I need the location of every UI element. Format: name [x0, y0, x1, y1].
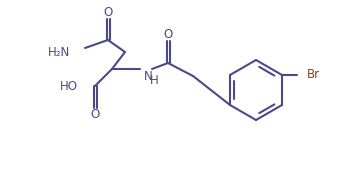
Text: N: N: [144, 70, 152, 83]
Text: O: O: [90, 108, 100, 121]
Text: O: O: [103, 7, 113, 20]
Text: Br: Br: [307, 68, 320, 81]
Text: HO: HO: [60, 80, 78, 93]
Text: O: O: [163, 29, 173, 42]
Text: H: H: [149, 74, 158, 86]
Text: H₂N: H₂N: [48, 46, 70, 58]
